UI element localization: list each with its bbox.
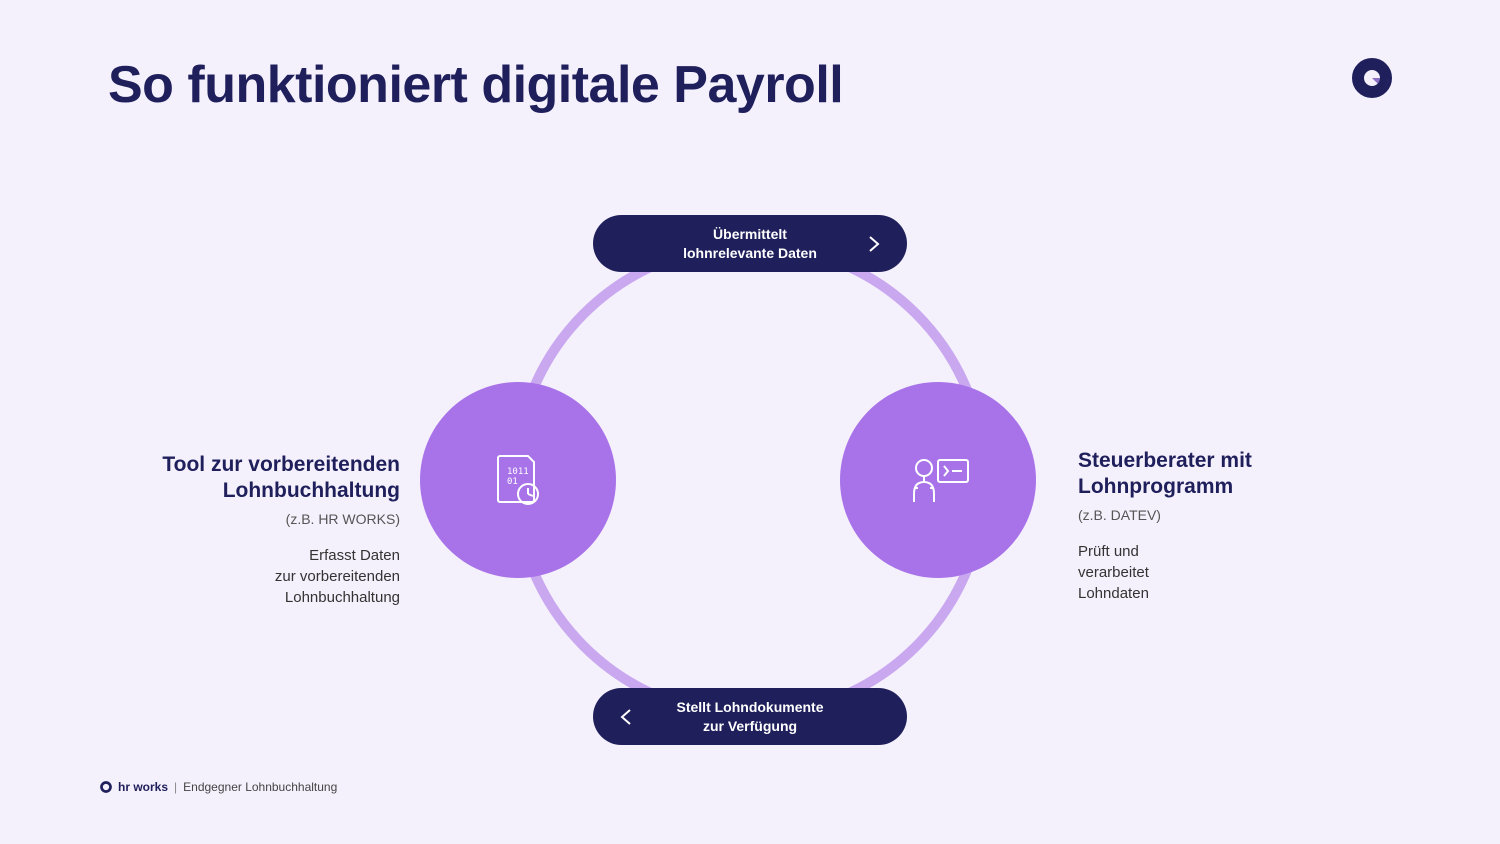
svg-text:1011: 1011: [507, 467, 529, 477]
top-pill-text: Übermitteltlohnrelevante Daten: [683, 225, 817, 263]
brand-logo-icon: [1352, 58, 1392, 98]
left-label-sub: (z.B. HR WORKS): [120, 511, 400, 527]
bottom-pill-text: Stellt Lohndokumentezur Verfügung: [677, 698, 824, 736]
right-node: [840, 382, 1036, 578]
right-label-body: Prüft und verarbeitet Lohndaten: [1078, 541, 1338, 604]
chevron-right-icon: [865, 235, 883, 253]
page-title: So funktioniert digitale Payroll: [108, 55, 843, 115]
footer-separator: |: [174, 780, 177, 794]
left-label-title: Tool zur vorbereitenden Lohnbuchhaltung: [120, 452, 400, 505]
right-label-block: Steuerberater mit Lohnprogramm (z.B. DAT…: [1078, 448, 1338, 604]
person-terminal-icon: [900, 444, 976, 516]
footer-text: Endgegner Lohnbuchhaltung: [183, 780, 337, 794]
chevron-left-icon: [617, 708, 635, 726]
left-node: 1011 01: [420, 382, 616, 578]
right-label-sub: (z.B. DATEV): [1078, 507, 1338, 523]
bottom-flow-pill: Stellt Lohndokumentezur Verfügung: [593, 688, 907, 745]
left-label-body: Erfasst Daten zur vorbereitenden Lohnbuc…: [120, 545, 400, 608]
footer: hr works | Endgegner Lohnbuchhaltung: [100, 780, 337, 794]
payroll-cycle-diagram: Übermitteltlohnrelevante Daten Stellt Lo…: [0, 210, 1500, 750]
footer-logo-icon: [100, 781, 112, 793]
svg-text:01: 01: [507, 477, 518, 487]
left-label-block: Tool zur vorbereitenden Lohnbuchhaltung …: [120, 452, 400, 608]
top-flow-pill: Übermitteltlohnrelevante Daten: [593, 215, 907, 272]
footer-brand: hr works: [118, 780, 168, 794]
right-label-title: Steuerberater mit Lohnprogramm: [1078, 448, 1338, 501]
document-clock-icon: 1011 01: [482, 444, 554, 516]
